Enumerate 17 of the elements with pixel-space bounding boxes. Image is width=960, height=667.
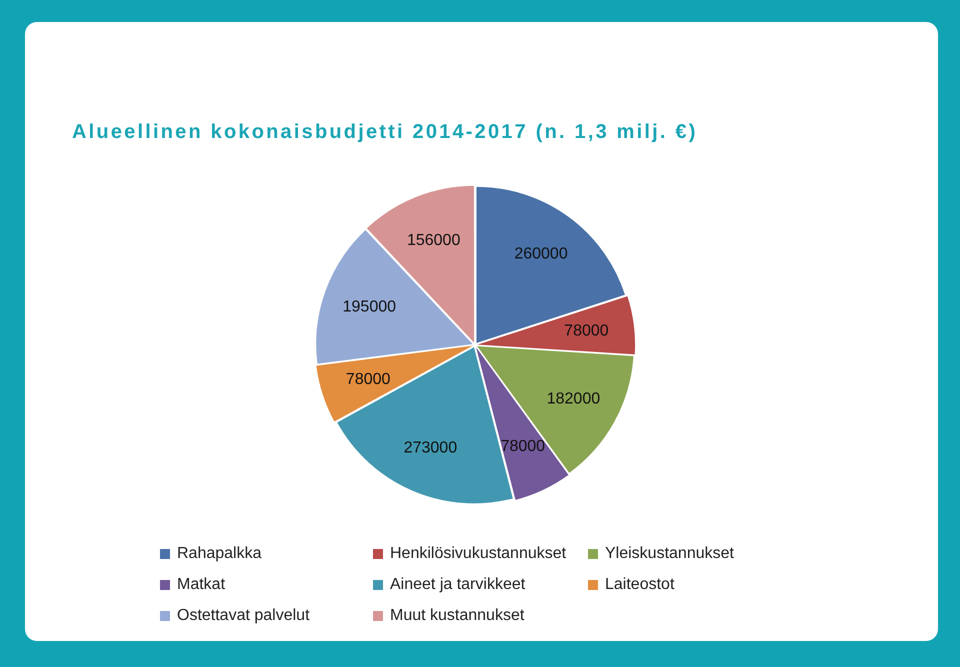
legend-label: Rahapalkka (177, 545, 262, 563)
data-label: 156000 (406, 232, 460, 249)
legend-label: Laiteostot (605, 576, 674, 594)
data-label: 182000 (546, 390, 600, 408)
legend-label: Matkat (177, 576, 226, 594)
legend-label: Muut kustannukset (390, 607, 524, 625)
data-label: 260000 (514, 246, 568, 263)
data-label: 195000 (342, 298, 396, 316)
chart-title: Alueellinen kokonaisbudjetti 2014-2017 (n. 1,3 milj. €) (72, 121, 698, 144)
data-label: 78000 (346, 371, 391, 388)
data-label: 273000 (404, 439, 458, 456)
legend-label: Ostettavat palvelut (177, 607, 310, 625)
legend-label: Yleiskustannukset (605, 545, 734, 563)
legend-label: Aineet ja tarvikkeet (390, 576, 526, 594)
data-label: 78000 (564, 322, 609, 340)
data-label: 78000 (500, 438, 546, 456)
legend-label: Henkilösivukustannukset (390, 545, 566, 563)
